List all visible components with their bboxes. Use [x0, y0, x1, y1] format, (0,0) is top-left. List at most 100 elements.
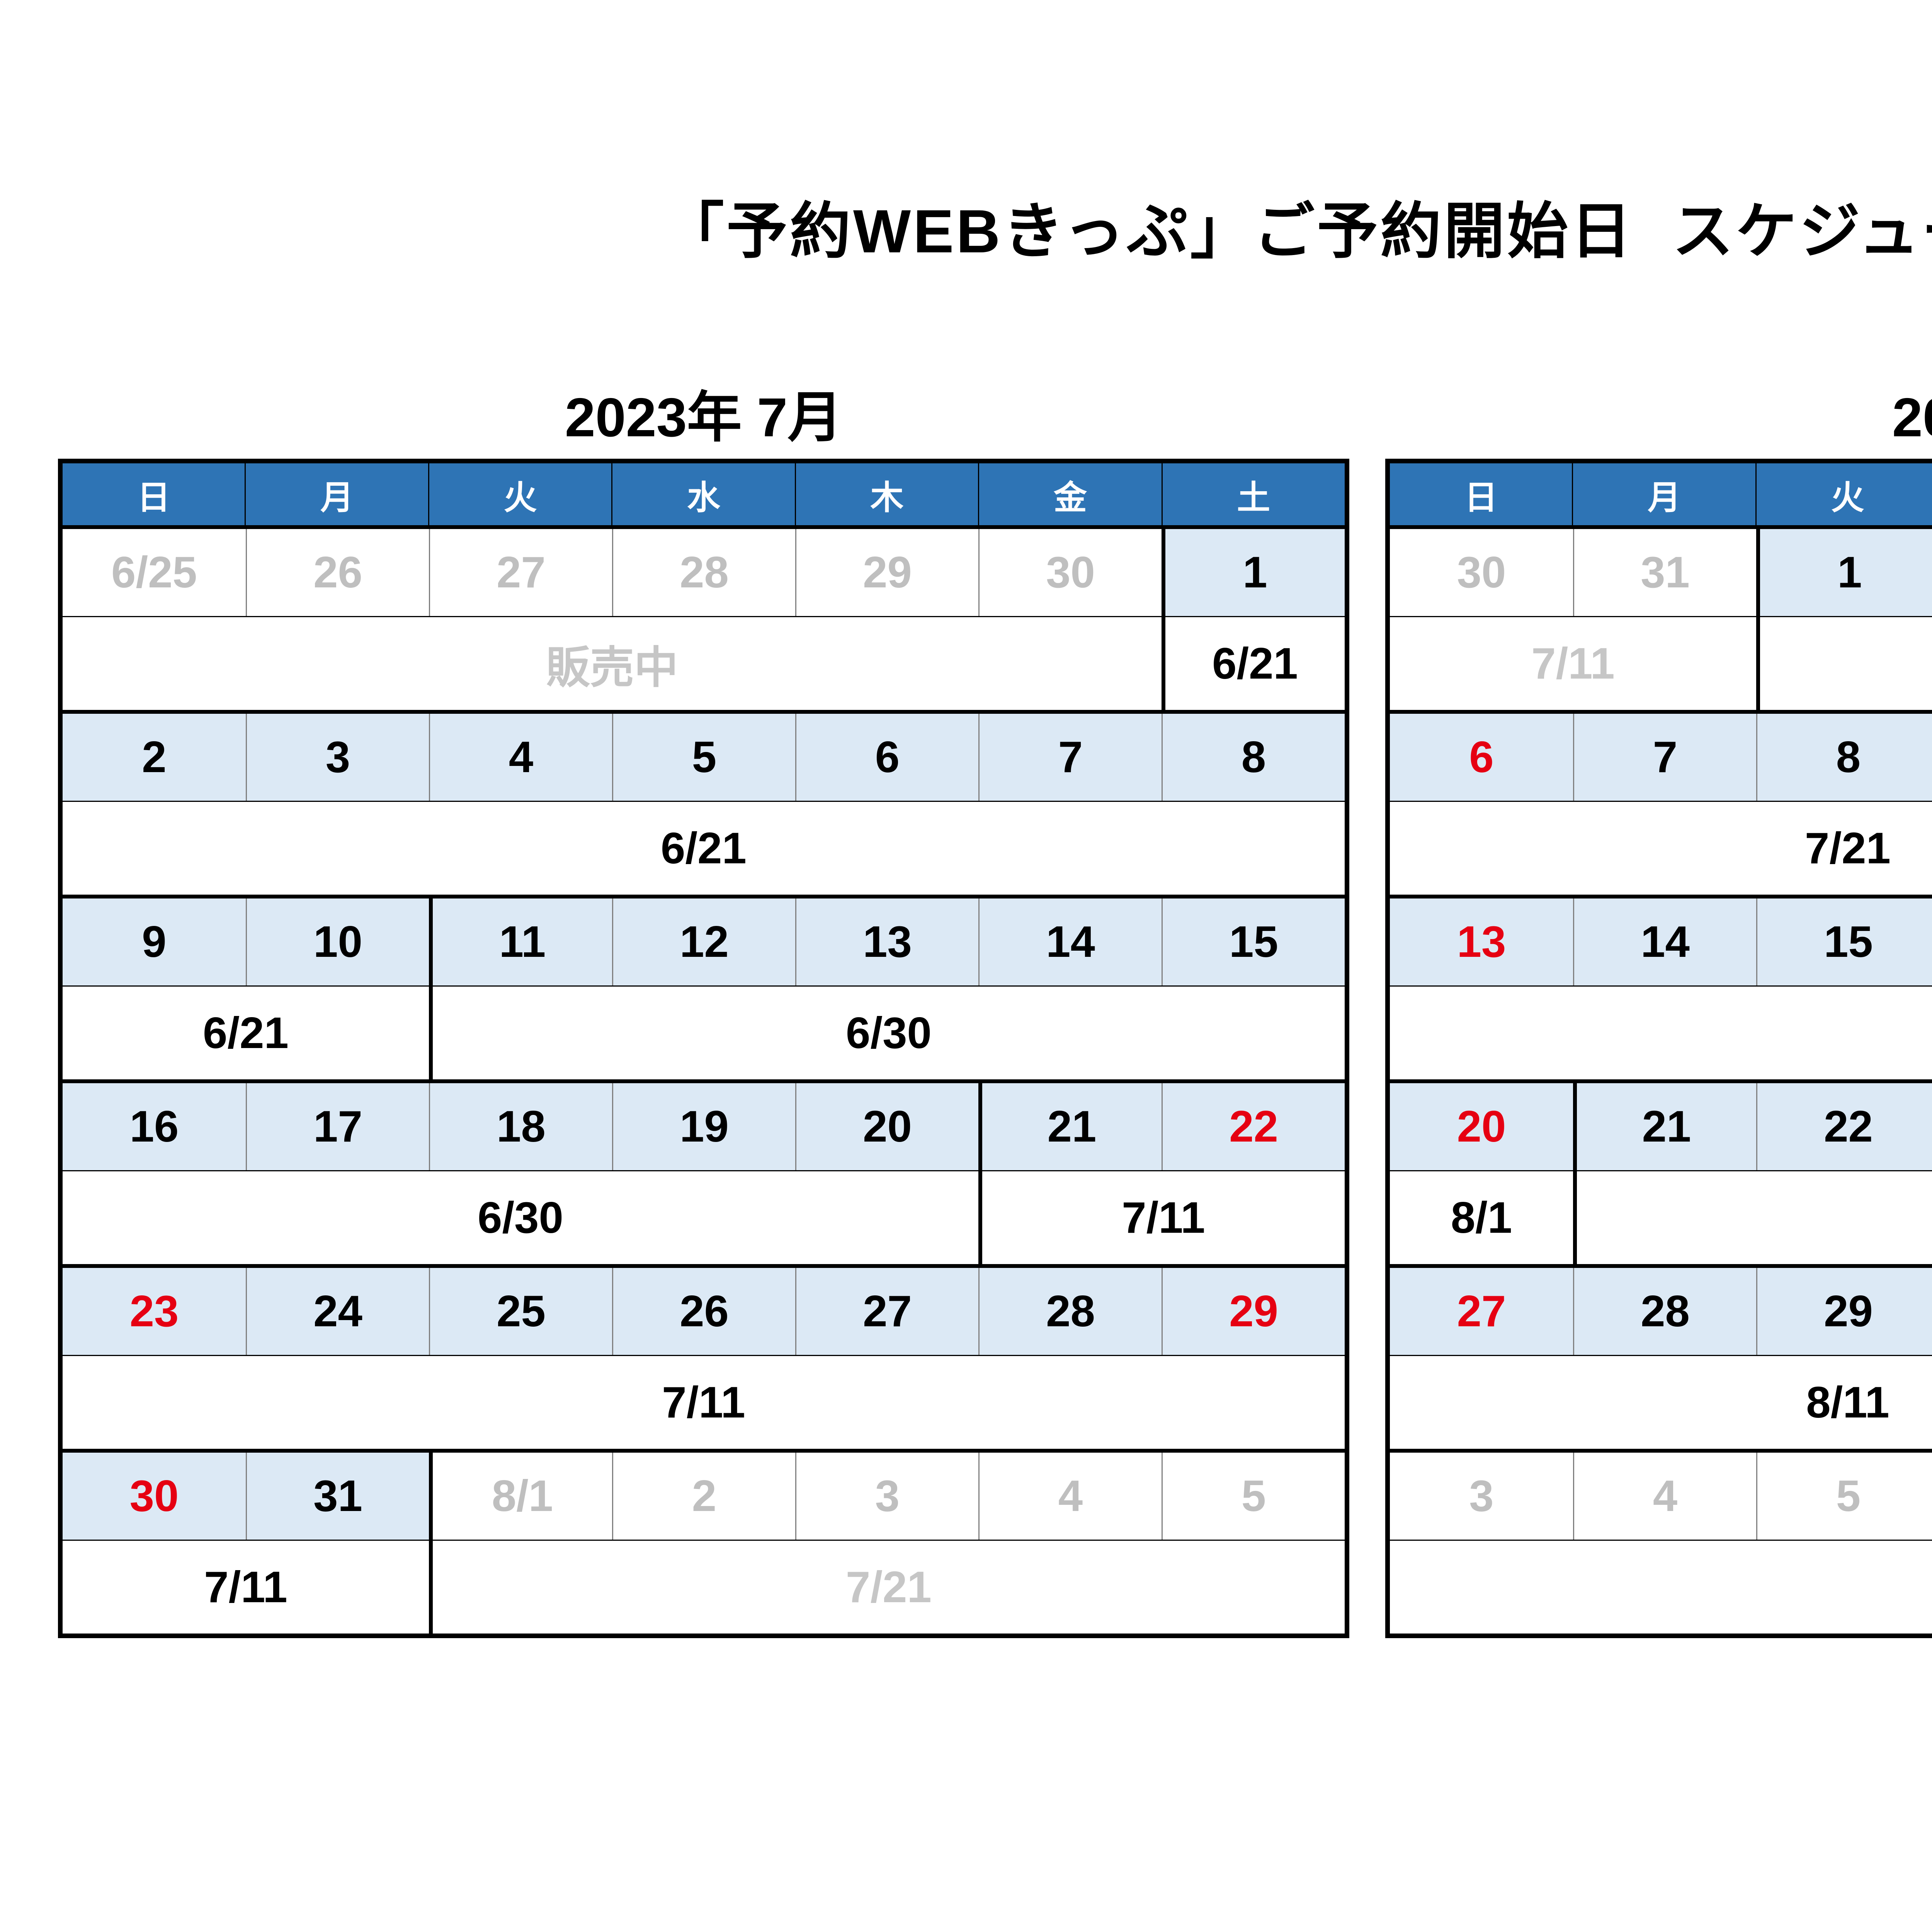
date-cell: 4 [978, 1453, 1162, 1540]
date-cell: 27 [1390, 1268, 1573, 1355]
date-cell: 17 [246, 1083, 429, 1170]
schedule-cell: 6/30 [63, 1171, 978, 1264]
date-cell: 20 [795, 1083, 978, 1170]
schedule-cell: 7/11 [63, 1541, 429, 1634]
schedule-row: 7/218/1 [1390, 802, 1932, 895]
date-cell: 25 [429, 1268, 612, 1355]
date-cell: 14 [978, 898, 1162, 985]
calendar-week: 9 10 11 12 13 14 15 6/21 6/30 [63, 895, 1345, 1079]
weekday-header-cell: 日 [137, 479, 170, 516]
date-cell: 22 [1162, 1083, 1345, 1170]
date-cell: 2 [63, 714, 246, 801]
calendar-table-july: 日月火水木金土 6/25 26 27 28 29 30 1 販売中 6/21 2 3 4 5 6 7 8 6/21… [58, 459, 1349, 1638]
date-cell: 30 [978, 529, 1162, 616]
date-cell: 3 [246, 714, 429, 801]
weekday-header-cell: 月 [1572, 463, 1755, 525]
date-cell: 13 [1390, 898, 1573, 985]
date-row: 6/25 26 27 28 29 30 1 [63, 529, 1345, 617]
date-cell: 24 [246, 1268, 429, 1355]
date-cell: 28 [1573, 1268, 1756, 1355]
date-row: 6789101112 [1390, 714, 1932, 802]
date-row: 9 10 11 12 13 14 15 [63, 898, 1345, 987]
date-cell: 6 [795, 714, 978, 801]
schedule-row: 6/21 6/30 [63, 987, 1345, 1079]
date-cell: 10 [246, 898, 429, 985]
weekday-header-cell: 土 [1161, 463, 1345, 525]
weekday-header-cell: 金 [978, 463, 1161, 525]
schedule-cell: 6/21 [63, 802, 1345, 895]
date-cell: 6 [1390, 714, 1573, 801]
date-cell: 28 [612, 529, 795, 616]
date-cell: 29 [1162, 1268, 1345, 1355]
date-cell: 3 [795, 1453, 978, 1540]
weekday-header-cell: 日 [1464, 479, 1498, 516]
date-cell: 7 [978, 714, 1162, 801]
schedule-cell: 販売中 [63, 617, 1162, 710]
schedule-cell: 7/21 [429, 1541, 1345, 1634]
schedule-cell: 6/21 [1162, 617, 1345, 710]
date-cell: 16 [63, 1083, 246, 1170]
weekday-header-row: 日月火水木金土 [63, 463, 1345, 525]
calendar-week: 27282930319/128/11販売未定 [1390, 1264, 1932, 1449]
date-cell: 9 [63, 898, 246, 985]
schedule-row: 6/30 7/11 [63, 1171, 1345, 1264]
calendar-week: 131415161718198/1 [1390, 895, 1932, 1079]
date-cell: 31 [246, 1453, 429, 1540]
schedule-cell: 7/11 [1390, 617, 1756, 710]
schedule-row: 8/18/11 [1390, 1171, 1932, 1264]
calendar-july: 2023年 7月 日月火水木金土 6/25 26 27 28 29 30 1 販売中 6/21 2 3… [58, 377, 1349, 1638]
date-cell: 27 [795, 1268, 978, 1355]
date-cell: 1 [1162, 529, 1345, 616]
date-cell: 29 [795, 529, 978, 616]
calendar-table-august: 日月火水木金土3031123457/117/2167891011127/218/… [1385, 459, 1932, 1638]
date-cell: 5 [1756, 1453, 1932, 1540]
schedule-row: 販売中 6/21 [63, 617, 1345, 710]
schedule-cell: 7/21 [1756, 617, 1932, 710]
date-cell: 4 [1573, 1453, 1756, 1540]
date-cell: 15 [1162, 898, 1345, 985]
date-cell: 15 [1756, 898, 1932, 985]
date-row: 13141516171819 [1390, 898, 1932, 987]
date-cell: 5 [1162, 1453, 1345, 1540]
date-cell: 5 [612, 714, 795, 801]
schedule-cell: 7/11 [978, 1171, 1345, 1264]
date-row: 3456789 [1390, 1453, 1932, 1541]
schedule-row: 8/11販売未定 [1390, 1356, 1932, 1449]
date-cell: 3 [1390, 1453, 1573, 1540]
calendar-week: 3456789販売未定 [1390, 1449, 1932, 1634]
date-row: 303112345 [1390, 529, 1932, 617]
schedule-cell: 6/30 [429, 987, 1345, 1079]
calendar-week: 3031123457/117/21 [1390, 525, 1932, 710]
weekday-header-cell: 月 [245, 463, 428, 525]
calendar-week: 6/25 26 27 28 29 30 1 販売中 6/21 [63, 525, 1345, 710]
date-row: 30 31 8/1 2 3 4 5 [63, 1453, 1345, 1541]
date-row: 23 24 25 26 27 28 29 [63, 1268, 1345, 1356]
date-cell: 14 [1573, 898, 1756, 985]
schedule-cell: 7/11 [63, 1356, 1345, 1449]
calendar-week: 30 31 8/1 2 3 4 5 7/11 7/21 [63, 1449, 1345, 1634]
date-cell: 22 [1756, 1083, 1932, 1170]
calendar-week: 67891011127/218/1 [1390, 710, 1932, 895]
date-cell: 19 [612, 1083, 795, 1170]
date-cell: 4 [429, 714, 612, 801]
date-row: 16 17 18 19 20 21 22 [63, 1083, 1345, 1171]
date-cell: 2 [612, 1453, 795, 1540]
schedule-row: 7/11 [63, 1356, 1345, 1449]
date-cell: 23 [63, 1268, 246, 1355]
schedule-cell: 8/11 [1573, 1171, 1932, 1264]
date-cell: 31 [1573, 529, 1756, 616]
date-cell: 8/1 [429, 1453, 612, 1540]
date-cell: 30 [63, 1453, 246, 1540]
date-cell: 26 [612, 1268, 795, 1355]
date-cell: 26 [246, 529, 429, 616]
schedule-cell: 8/11 [1390, 1356, 1932, 1449]
month-title-august: 2023年 8月 [1892, 387, 1932, 448]
weekday-header-cell: 木 [794, 463, 978, 525]
weekday-header-cell: 火 [1755, 463, 1932, 525]
date-cell: 18 [429, 1083, 612, 1170]
weekday-header-cell: 水 [611, 463, 794, 525]
calendar-week: 23 24 25 26 27 28 29 7/11 [63, 1264, 1345, 1449]
date-cell: 21 [1573, 1083, 1756, 1170]
